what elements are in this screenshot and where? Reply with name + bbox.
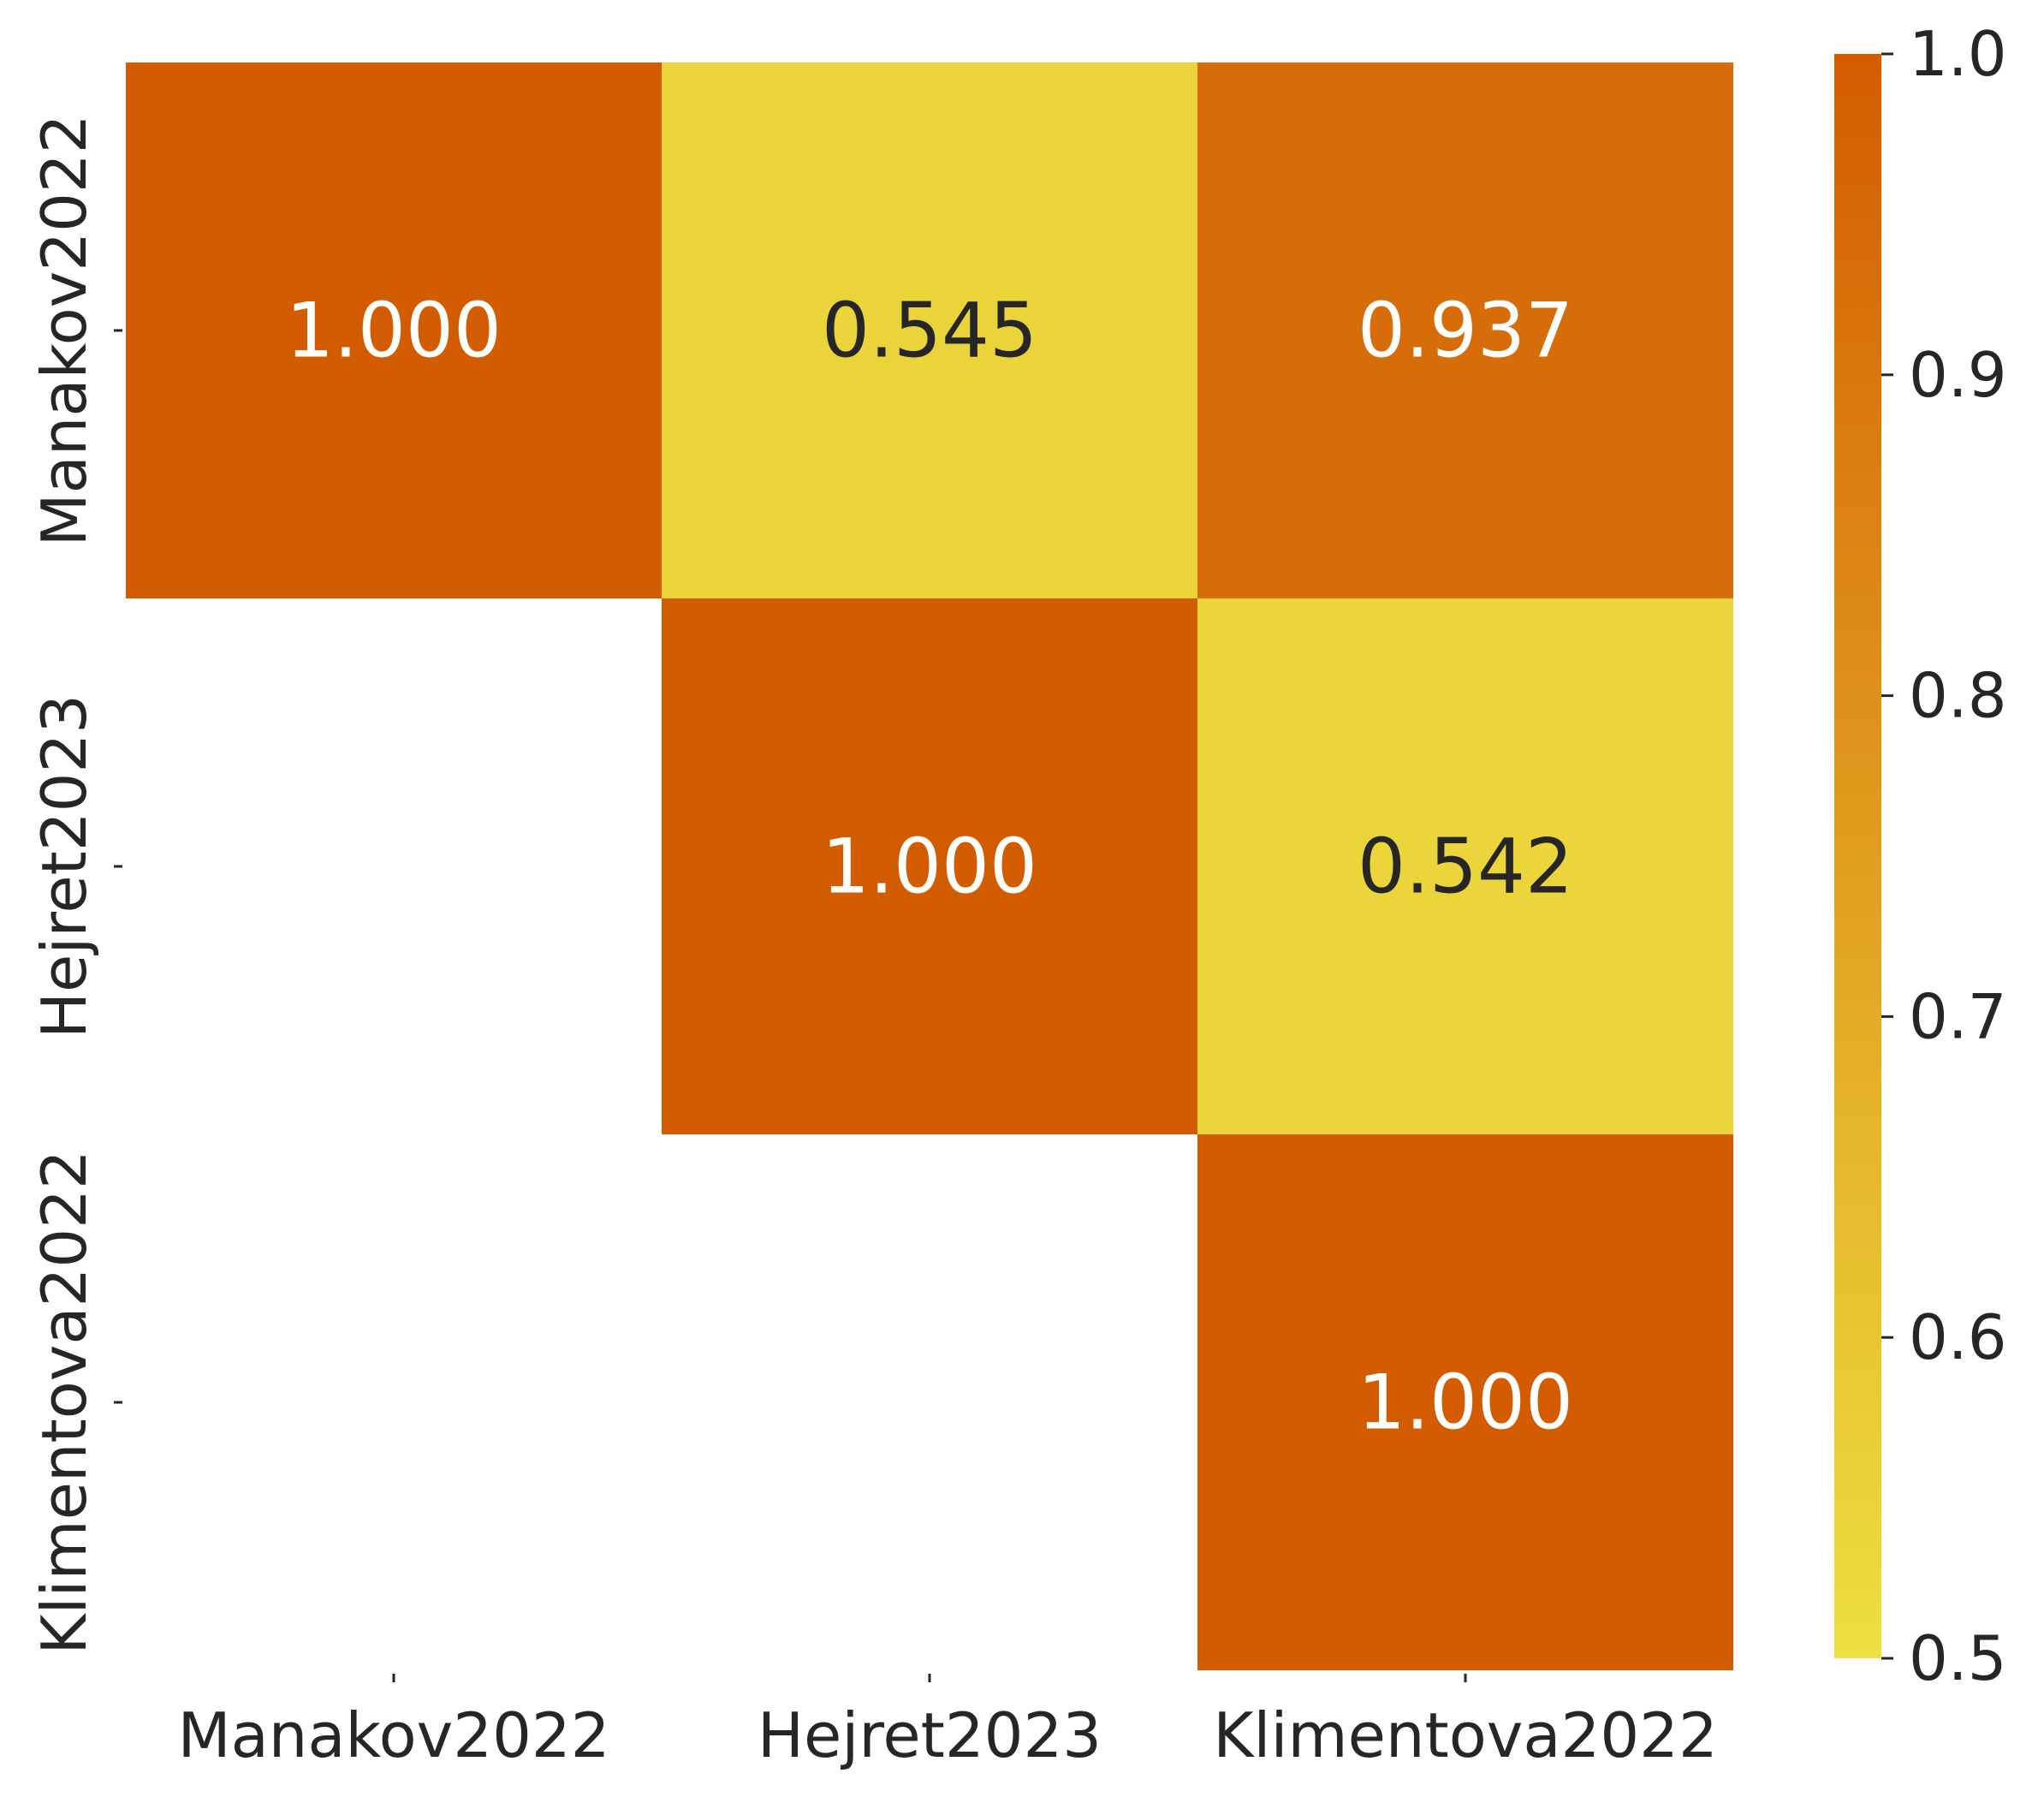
heatmap-cell bbox=[662, 62, 1197, 598]
colorbar-tick-label: 0.7 bbox=[1909, 980, 2007, 1052]
heatmap-cell bbox=[1197, 1134, 1733, 1670]
cell-value-label: 1.000 bbox=[822, 823, 1037, 911]
cell-value-label: 1.000 bbox=[1358, 1359, 1573, 1447]
cell-value-label: 0.937 bbox=[1358, 287, 1573, 375]
colorbar-tick-label: 0.5 bbox=[1909, 1622, 2007, 1694]
cell-value-label: 0.542 bbox=[1358, 823, 1573, 911]
y-axis: Manakov2022 Hejret2023 Klimentova2022 bbox=[28, 114, 122, 1655]
y-tick-label: Hejret2023 bbox=[28, 694, 100, 1038]
cell-value-label: 0.545 bbox=[822, 287, 1037, 375]
heatmap-cell bbox=[126, 62, 662, 598]
colorbar-tick-label: 0.9 bbox=[1909, 339, 2007, 411]
heatmap-cells bbox=[126, 62, 1733, 1670]
colorbar-tick-label: 0.6 bbox=[1909, 1301, 2007, 1373]
cell-value-label: 1.000 bbox=[286, 287, 502, 375]
colorbar-gradient bbox=[1834, 54, 1881, 1658]
y-tick-label: Manakov2022 bbox=[28, 114, 100, 546]
colorbar: 0.5 0.6 0.7 0.8 0.9 1.0 bbox=[1834, 18, 2007, 1694]
heatmap-cell bbox=[662, 598, 1197, 1134]
heatmap-cell bbox=[1197, 598, 1733, 1134]
x-tick-label: Klimentova2022 bbox=[1213, 1699, 1718, 1771]
x-tick-label: Hejret2023 bbox=[758, 1699, 1102, 1771]
colorbar-tick-label: 0.8 bbox=[1909, 660, 2007, 732]
heatmap-cell bbox=[1197, 62, 1733, 598]
heatmap-cell-labels: 1.000 0.545 0.937 1.000 0.542 1.000 bbox=[286, 287, 1573, 1447]
y-tick-label: Klimentova2022 bbox=[28, 1150, 100, 1655]
x-axis: Manakov2022 Hejret2023 Klimentova2022 bbox=[177, 1674, 1718, 1771]
colorbar-tick-label: 1.0 bbox=[1909, 18, 2007, 90]
x-tick-label: Manakov2022 bbox=[177, 1699, 609, 1771]
